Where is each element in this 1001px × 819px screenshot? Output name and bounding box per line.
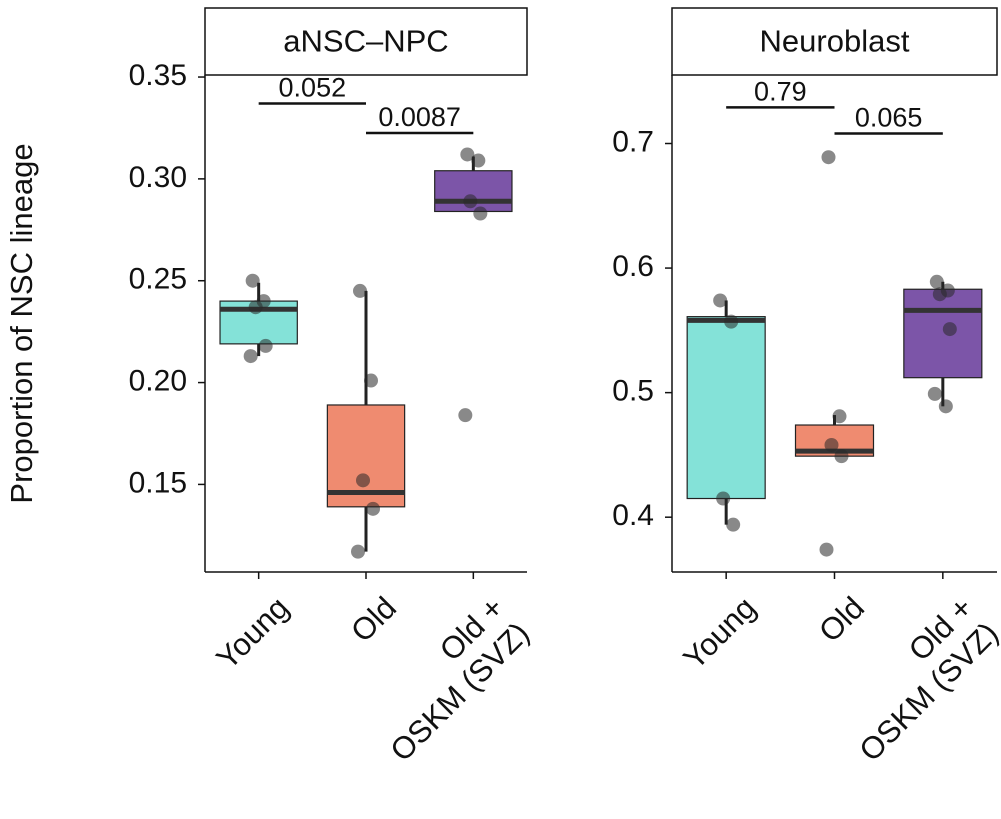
point <box>248 300 263 315</box>
point <box>824 437 839 452</box>
p-value: 0.052 <box>279 73 347 103</box>
point <box>463 194 478 209</box>
p-value: 0.065 <box>855 103 923 133</box>
point <box>473 206 488 221</box>
box <box>686 316 766 500</box>
point <box>245 273 260 288</box>
strip <box>671 7 998 76</box>
point <box>724 314 739 329</box>
y-tick-label: 0.6 <box>612 250 654 283</box>
point <box>460 147 475 162</box>
point <box>927 386 942 401</box>
point <box>713 293 728 308</box>
panel-title: aNSC–NPC <box>283 24 448 59</box>
point <box>366 501 380 516</box>
point <box>942 322 957 337</box>
y-tick-label: 0.7 <box>612 125 654 158</box>
point <box>716 491 731 506</box>
p-value: 0.79 <box>754 77 807 107</box>
point <box>471 153 486 168</box>
point <box>458 408 473 423</box>
point <box>726 517 741 532</box>
y-tick-label: 0.4 <box>612 499 654 532</box>
point <box>834 449 849 464</box>
point <box>356 473 370 488</box>
y-tick-label: 0.15 <box>129 466 187 499</box>
point <box>353 283 367 298</box>
point <box>258 338 273 353</box>
y-tick-label: 0.20 <box>129 364 187 397</box>
y-tick-label: 0.5 <box>612 375 654 408</box>
point <box>929 274 944 289</box>
point <box>243 349 258 364</box>
panel-title: Neuroblast <box>760 24 910 59</box>
box <box>903 288 983 379</box>
point <box>932 287 947 302</box>
y-tick-label: 0.25 <box>129 263 187 296</box>
y-tick-label: 0.35 <box>129 59 187 92</box>
point <box>832 409 847 424</box>
point <box>938 399 953 414</box>
point <box>364 373 378 388</box>
point <box>351 544 365 559</box>
y-tick-label: 0.30 <box>129 161 187 194</box>
point <box>819 542 834 557</box>
point <box>821 150 836 165</box>
box <box>326 404 406 508</box>
p-value: 0.0087 <box>378 102 461 132</box>
strip <box>204 7 528 76</box>
y-axis-label: Proportion of NSC lineage <box>4 143 39 503</box>
